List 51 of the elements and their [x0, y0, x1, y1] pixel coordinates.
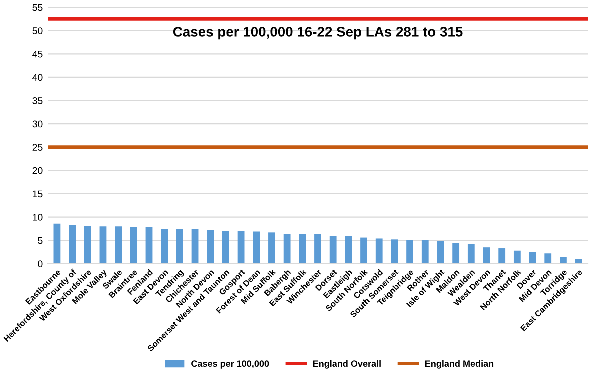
bar	[115, 226, 122, 264]
bar	[284, 234, 291, 264]
bar	[360, 238, 368, 264]
bar	[452, 243, 460, 264]
bar	[54, 224, 61, 264]
bar	[100, 226, 107, 264]
bar	[314, 234, 322, 264]
bar	[161, 228, 168, 264]
y-tick-label: 35	[32, 97, 43, 104]
text: Cases per 100,000 16-22 Sep LAs 281 to 315	[173, 27, 463, 40]
legend-label: England Median	[425, 360, 494, 369]
bar	[268, 232, 276, 264]
y-tick-label: 40	[32, 74, 43, 82]
legend-label: Cases per 100,000	[192, 360, 270, 369]
y-tick-label: 10	[33, 214, 43, 221]
bar	[498, 248, 506, 264]
y-tick-label: 45	[32, 50, 43, 58]
y-tick-label: 30	[32, 120, 43, 128]
bar	[437, 241, 444, 264]
y-tick-label: 0	[38, 260, 43, 268]
y-tick-label: 50	[32, 28, 43, 34]
bar	[529, 252, 536, 264]
bar	[422, 240, 429, 264]
bar	[560, 257, 567, 264]
bar	[222, 231, 230, 264]
bar	[514, 250, 521, 264]
bar	[207, 230, 214, 264]
bar	[192, 228, 199, 264]
bar	[376, 238, 383, 264]
bar	[468, 244, 475, 264]
bar	[483, 248, 490, 264]
bar	[176, 228, 184, 264]
bar	[130, 228, 138, 264]
y-tick-label: 25	[32, 144, 43, 151]
y-tick-label: 5	[38, 237, 43, 244]
bar	[406, 240, 414, 264]
bar	[253, 232, 260, 264]
bar	[299, 234, 306, 264]
bar	[575, 259, 582, 264]
bar	[345, 236, 352, 264]
bar	[330, 236, 337, 264]
legend-label: England Overall	[313, 360, 381, 369]
bar	[69, 225, 76, 264]
bar	[544, 254, 552, 264]
y-tick-label: 55	[32, 4, 43, 12]
bar	[146, 228, 153, 264]
bar	[238, 231, 245, 264]
bar	[84, 226, 92, 264]
y-tick-label: 15	[33, 190, 43, 198]
y-tick-label: 20	[32, 167, 43, 174]
bar	[391, 240, 398, 264]
